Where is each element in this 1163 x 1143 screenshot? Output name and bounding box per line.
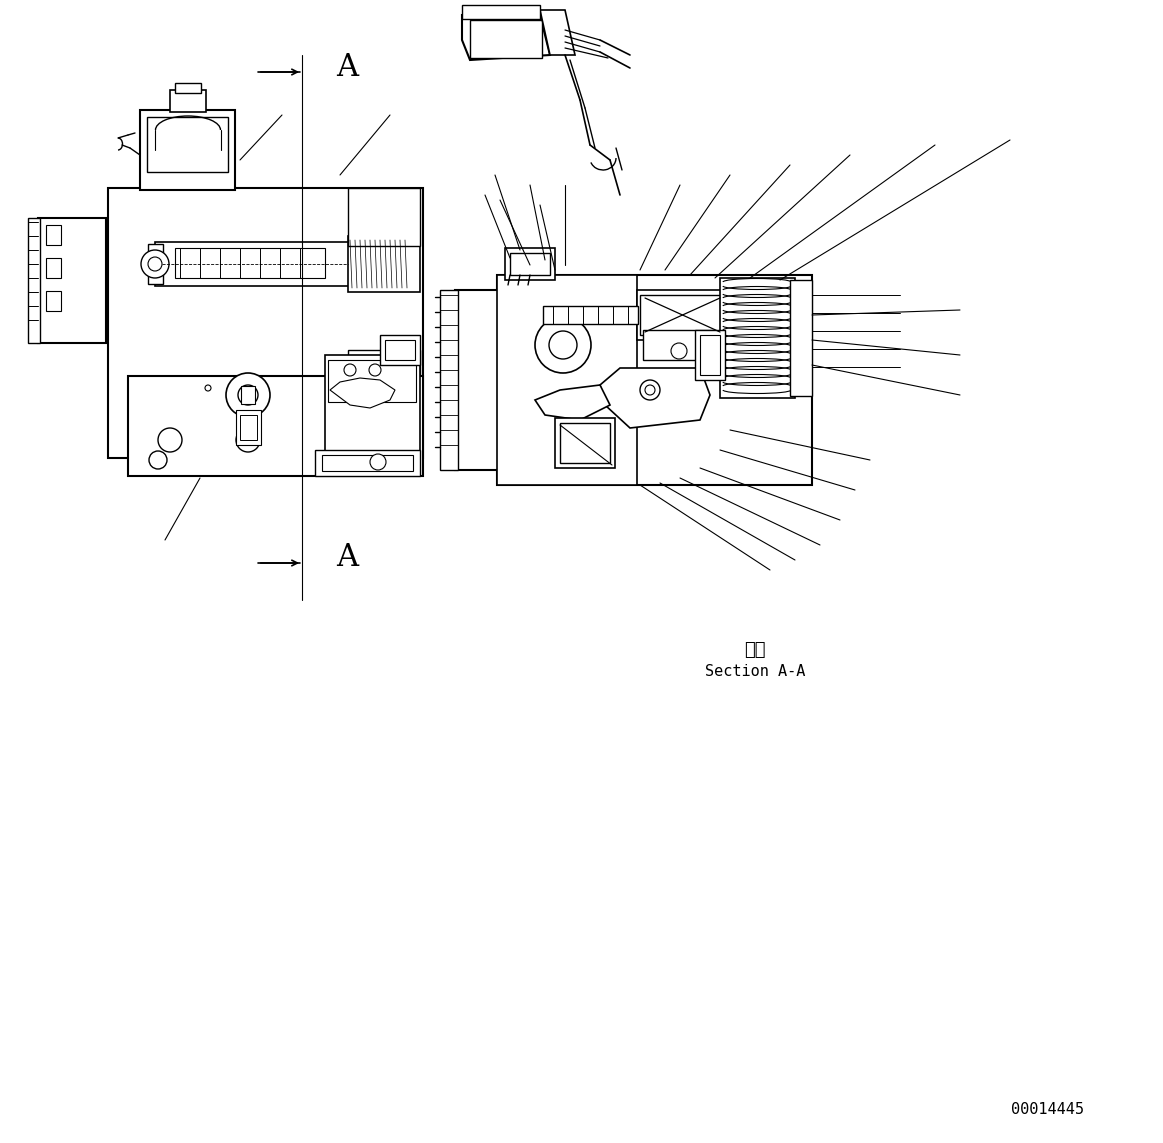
Bar — [170, 90, 206, 112]
Bar — [38, 218, 106, 343]
Bar — [555, 418, 615, 467]
Circle shape — [141, 250, 169, 278]
Circle shape — [344, 363, 356, 376]
Bar — [47, 258, 60, 278]
Bar — [462, 5, 540, 19]
Bar — [720, 278, 795, 398]
Circle shape — [345, 385, 365, 405]
Bar — [455, 290, 500, 470]
Bar — [561, 423, 611, 463]
Bar — [640, 295, 725, 335]
Bar — [695, 330, 725, 379]
Polygon shape — [600, 368, 709, 427]
Bar — [328, 360, 416, 402]
Bar — [505, 248, 555, 280]
Bar — [148, 243, 163, 283]
Bar — [470, 19, 542, 58]
Circle shape — [370, 454, 386, 470]
Circle shape — [238, 385, 258, 405]
Circle shape — [369, 363, 381, 376]
Bar — [440, 290, 458, 470]
Bar — [108, 187, 423, 458]
Text: 00014445: 00014445 — [1012, 1103, 1085, 1118]
Polygon shape — [462, 15, 550, 59]
Bar — [47, 291, 60, 311]
Circle shape — [158, 427, 181, 451]
Circle shape — [366, 427, 390, 451]
Text: A: A — [336, 543, 358, 574]
Bar — [147, 117, 228, 171]
Bar — [174, 248, 324, 278]
Bar — [637, 290, 727, 339]
Bar — [643, 330, 715, 360]
Polygon shape — [540, 10, 575, 55]
Bar — [385, 339, 415, 360]
Polygon shape — [535, 385, 611, 419]
Circle shape — [535, 317, 591, 373]
Bar — [236, 410, 261, 445]
Bar — [155, 242, 350, 286]
Circle shape — [645, 385, 655, 395]
Text: 断面: 断面 — [744, 641, 765, 660]
Text: A: A — [336, 51, 358, 82]
Circle shape — [226, 373, 270, 417]
Circle shape — [149, 451, 167, 469]
Polygon shape — [330, 378, 395, 408]
Bar — [497, 275, 812, 485]
Bar — [348, 350, 420, 458]
Circle shape — [640, 379, 659, 400]
Circle shape — [671, 343, 687, 359]
Bar — [380, 335, 420, 365]
Bar — [324, 355, 420, 455]
Bar — [322, 455, 413, 471]
Bar — [47, 225, 60, 245]
Circle shape — [236, 427, 261, 451]
Bar — [511, 253, 550, 275]
Bar — [497, 275, 637, 485]
Circle shape — [148, 257, 162, 271]
Bar — [315, 450, 420, 475]
Bar — [140, 110, 235, 190]
Bar — [348, 235, 420, 291]
Bar — [28, 218, 40, 343]
Circle shape — [549, 331, 577, 359]
Bar — [543, 306, 638, 323]
Bar — [128, 376, 423, 475]
Text: Section A-A: Section A-A — [705, 664, 805, 679]
Bar — [241, 386, 255, 403]
Bar — [700, 335, 720, 375]
Bar — [348, 187, 420, 246]
Bar — [790, 280, 812, 395]
Circle shape — [205, 385, 211, 391]
Bar — [174, 83, 201, 93]
Bar — [240, 415, 257, 440]
